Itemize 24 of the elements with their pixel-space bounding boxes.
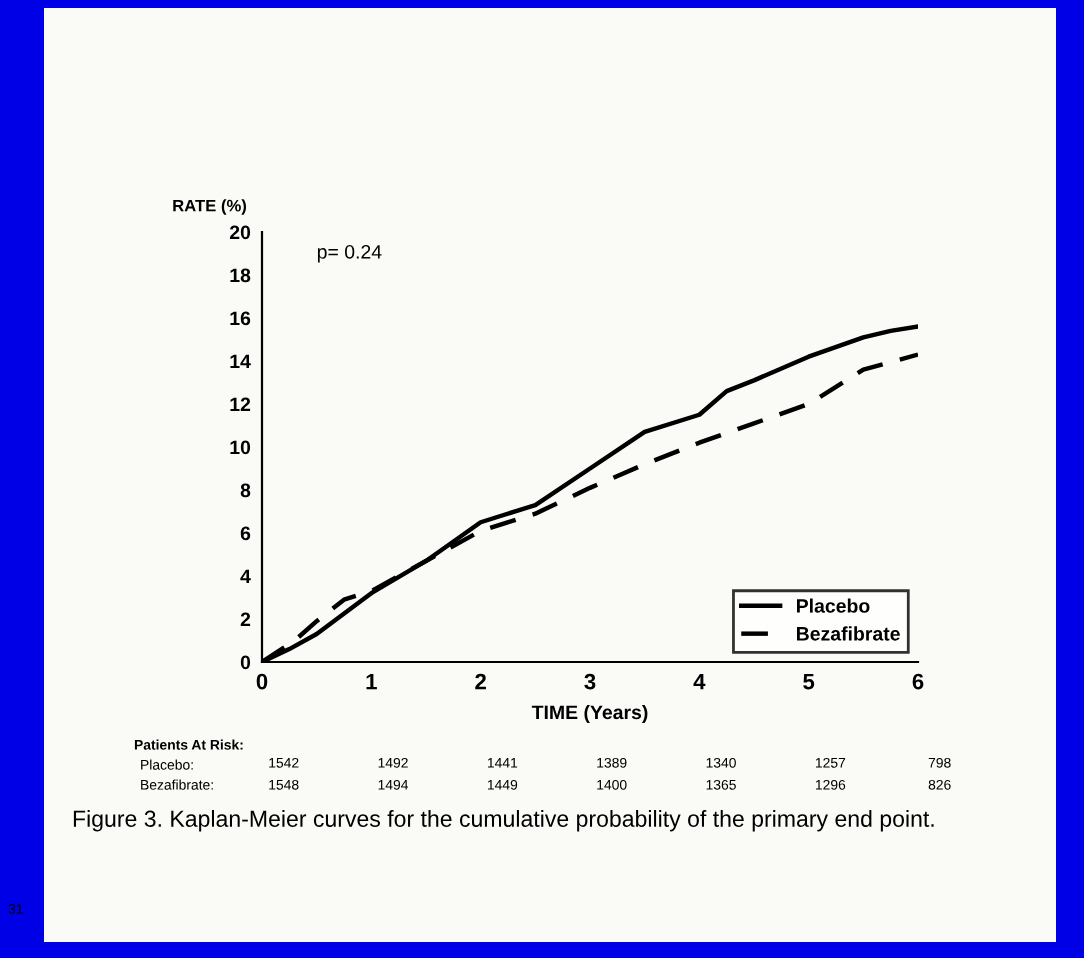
y-tick-label: 8 bbox=[240, 483, 251, 498]
x-tick-label: 2 bbox=[475, 673, 486, 690]
y-tick-label: 18 bbox=[230, 268, 251, 283]
x-tick-label: 0 bbox=[256, 673, 268, 690]
y-tick-label: 12 bbox=[230, 397, 251, 412]
y-tick-label: 10 bbox=[230, 440, 251, 455]
annotation: p= 0.24 bbox=[317, 244, 382, 263]
y-tick-label: 16 bbox=[230, 311, 251, 326]
x-tick-label: 3 bbox=[584, 673, 596, 690]
y-tick-label: 0 bbox=[240, 655, 251, 670]
x-tick-label: 4 bbox=[693, 673, 706, 690]
y-tick-label: 4 bbox=[240, 569, 251, 584]
x-tick-label: 1 bbox=[366, 673, 377, 690]
x-tick-label: 5 bbox=[803, 673, 815, 690]
x-tick-label: 6 bbox=[912, 673, 924, 690]
caption: Figure 3. Kaplan-Meier curves for the cumulative probability of the primary end point. bbox=[73, 810, 934, 832]
y-tick-label: 6 bbox=[240, 526, 251, 541]
legend-label: Placebo bbox=[796, 598, 870, 613]
y-axis-title: RATE (%) bbox=[173, 199, 247, 215]
x-axis-title: TIME (Years) bbox=[531, 704, 648, 724]
y-tick-label: 2 bbox=[240, 612, 251, 627]
legend-label: Bezafibrate bbox=[796, 626, 900, 641]
y-tick-label: 14 bbox=[230, 354, 251, 369]
y-tick-label: 20 bbox=[229, 225, 251, 240]
